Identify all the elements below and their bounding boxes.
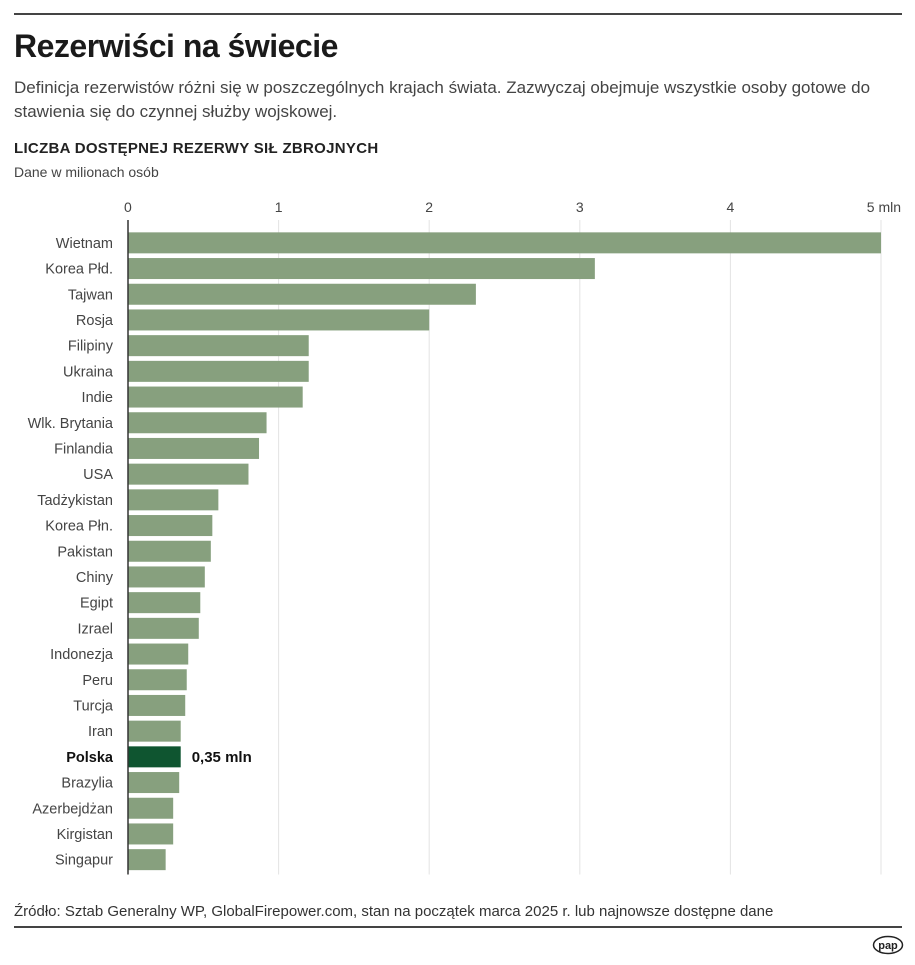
x-tick-label: 3 [576,199,584,215]
bar-indonezja [128,643,189,665]
bar-chiny [128,566,205,588]
category-label: Indie [82,390,113,406]
bar-izrael [128,617,199,639]
category-label: Kirgistan [57,827,113,843]
x-tick-label: 2 [425,199,433,215]
bar-wietnam [128,232,881,254]
bar-rosja [128,309,430,331]
chart-unit: Dane w milionach osób [14,164,159,180]
source-note: Źródło: Sztab Generalny WP, GlobalFirepo… [14,903,774,920]
bar-ukraina [128,360,309,382]
bar-azerbejdżan [128,797,174,819]
category-label: Ukraina [63,364,114,380]
bottom-rule [14,926,902,928]
category-label: Izrael [78,621,113,637]
bar-indie [128,386,303,408]
category-label: Indonezja [50,647,114,663]
category-label: Brazylia [61,776,114,792]
bar-usa [128,463,249,485]
category-label: Turcja [73,698,114,714]
bar-finlandia [128,437,260,459]
bar-polska [128,746,181,768]
category-label: Tadżykistan [37,493,113,509]
category-label: Korea Płn. [45,519,113,535]
category-label: Korea Płd. [45,262,113,278]
category-label: Egipt [80,596,113,612]
bar-brazylia [128,772,180,794]
chart-title: LICZBA DOSTĘPNEJ REZERWY SIŁ ZBROJNYCH [14,140,379,157]
category-label: Iran [88,724,113,740]
subtitle: Definicja rezerwistów różni się w poszcz… [14,78,871,121]
category-label: Azerbejdżan [32,801,113,817]
category-label: Wlk. Brytania [28,416,114,432]
bar-iran [128,720,181,742]
pap-logo: pap [872,935,904,955]
bar-filipiny [128,335,309,357]
category-label: Pakistan [57,544,113,560]
top-rule [14,13,902,15]
bar-tadżykistan [128,489,219,511]
data-label: 0,35 mln [192,749,252,766]
category-label: Rosja [76,313,114,329]
category-label: Chiny [76,570,114,586]
bar-chart: 0 1 2 3 4 5 mln Wietnam Korea Płd. Tajwan Rosja Fi… [28,199,901,875]
bar-korea-płn- [128,515,213,537]
bar-peru [128,669,187,691]
category-label: Singapur [55,853,113,869]
category-label: Polska [66,750,114,766]
x-tick-label: 1 [275,199,283,215]
x-tick-label: 5 mln [867,199,901,215]
bar-egipt [128,592,201,614]
category-label: Filipiny [68,339,114,355]
bar-wlk-brytania [128,412,267,434]
x-tick-label: 4 [727,199,735,215]
category-label: Tajwan [68,287,113,303]
category-label: Peru [82,673,113,689]
bar-singapur [128,849,166,871]
bar-korea-płd- [128,258,595,280]
x-tick-label: 0 [124,199,132,215]
svg-text:pap: pap [878,940,898,952]
category-label: Wietnam [56,236,113,252]
bar-tajwan [128,283,476,305]
bar-turcja [128,694,186,716]
bar-pakistan [128,540,211,562]
bar-kirgistan [128,823,174,845]
category-label: Finlandia [54,441,114,457]
category-label: USA [83,467,113,483]
page-title: Rezerwiści na świecie [14,28,338,64]
